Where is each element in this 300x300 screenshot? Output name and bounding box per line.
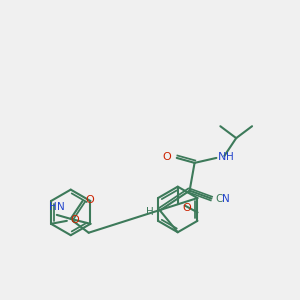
Text: N: N — [222, 194, 230, 203]
Text: N: N — [57, 202, 64, 212]
Text: O: O — [183, 203, 191, 214]
Text: O: O — [162, 152, 171, 162]
Text: O: O — [71, 215, 80, 225]
Text: H: H — [49, 202, 57, 212]
Text: H: H — [226, 152, 234, 162]
Text: C: C — [215, 194, 223, 203]
Text: O: O — [85, 195, 94, 205]
Text: H: H — [146, 207, 154, 218]
Text: N: N — [218, 152, 227, 162]
